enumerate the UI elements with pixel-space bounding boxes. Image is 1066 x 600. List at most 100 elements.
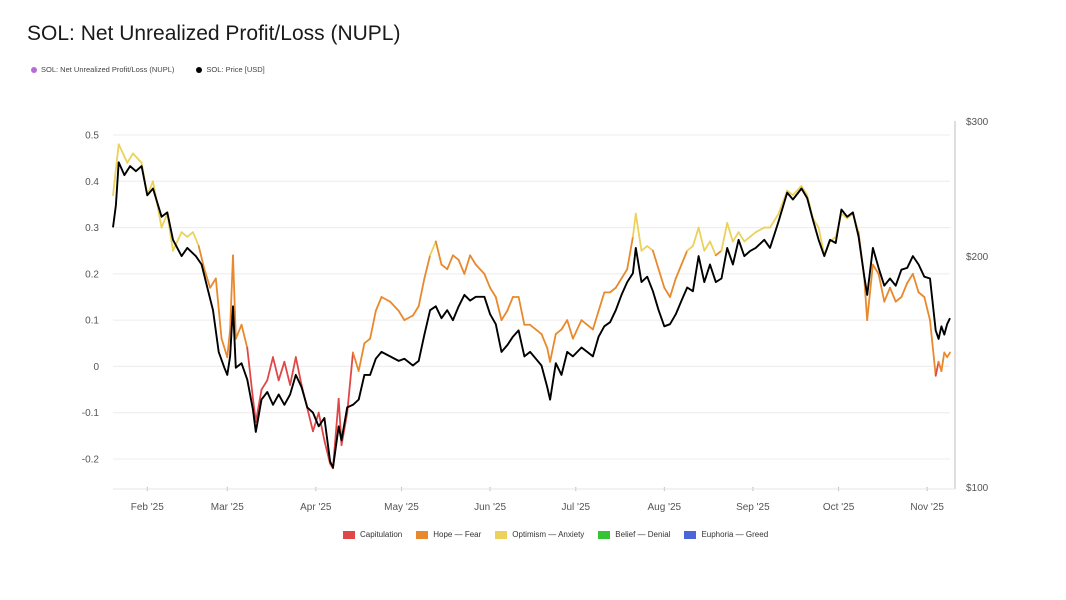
nupl-segment <box>126 152 134 164</box>
nupl-segment <box>209 277 217 289</box>
nupl-series <box>112 143 951 470</box>
nupl-segment <box>112 143 120 197</box>
nupl-segment <box>929 319 937 377</box>
nupl-segment <box>940 351 946 372</box>
nupl-segment <box>294 356 303 386</box>
legend-label-price: SOL: Price [USD] <box>206 65 265 74</box>
nupl-segment <box>529 323 537 331</box>
zone-label: Euphoria — Greed <box>701 530 769 539</box>
left-tick-label: 0.3 <box>85 223 99 234</box>
nupl-segment <box>192 231 200 247</box>
nupl-segment <box>640 245 649 252</box>
nupl-segment <box>489 286 497 298</box>
nupl-segment <box>272 356 280 382</box>
nupl-segment <box>346 351 354 414</box>
nupl-segment <box>429 240 437 257</box>
legend-dot-price <box>196 66 203 73</box>
left-tick-label: 0.2 <box>85 269 99 280</box>
nupl-segment <box>786 189 794 197</box>
nupl-segment <box>246 347 254 400</box>
nupl-segment <box>312 411 320 433</box>
nupl-segment <box>846 212 854 220</box>
nupl-segment <box>889 286 897 303</box>
nupl-segment <box>203 268 212 289</box>
nupl-segment <box>412 305 420 317</box>
nupl-segment <box>894 296 903 303</box>
nupl-segment <box>731 231 740 243</box>
nupl-segment <box>483 272 491 289</box>
left-tick-label: 0.4 <box>85 177 99 188</box>
x-tick-label: Jun '25 <box>474 502 506 513</box>
nupl-segment <box>791 185 803 197</box>
nupl-segment <box>720 222 729 252</box>
x-tick-label: Jul '25 <box>561 502 590 513</box>
nupl-segment <box>389 300 400 312</box>
nupl-segment <box>626 235 634 271</box>
nupl-segment <box>232 254 237 340</box>
nupl-segment <box>226 328 232 359</box>
nupl-segment <box>737 231 746 243</box>
zone-legend-item[interactable]: Euphoria — Greed <box>684 530 768 539</box>
zone-label: Belief — Denial <box>615 530 671 539</box>
nupl-segment <box>403 314 414 322</box>
legend-item-price[interactable]: SOL: Price [USD] <box>196 65 265 74</box>
x-tick-label: Aug '25 <box>648 502 682 513</box>
nupl-segment <box>663 286 671 298</box>
nupl-segment <box>709 240 717 257</box>
left-tick-label: -0.1 <box>82 408 100 419</box>
nupl-segment <box>726 222 734 243</box>
zone-swatch <box>598 530 611 539</box>
nupl-segment <box>749 231 757 238</box>
zone-legend-item[interactable]: Capitulation <box>343 530 402 539</box>
legend-label-nupl: SOL: Net Unrealized Profit/Loss (NUPL) <box>41 65 175 74</box>
nupl-segment <box>754 226 766 234</box>
legend-dot-nupl <box>31 66 37 73</box>
nupl-segment <box>214 277 223 340</box>
nupl-segment <box>369 309 377 340</box>
x-axis-ticks: Feb '25 Mar '25 Apr '25 May '25 Jun '25 Jul '… <box>131 487 944 513</box>
nupl-segment <box>657 268 666 289</box>
x-tick-label: Oct '25 <box>823 502 855 513</box>
nupl-segment <box>697 226 706 252</box>
left-axis-ticks: 0.5 0.4 0.3 0.2 0.1 0 -0.1 -0.2 <box>82 131 100 466</box>
nupl-segment <box>469 254 477 266</box>
x-tick-label: May '25 <box>384 502 419 513</box>
nupl-segment <box>906 272 914 285</box>
nupl-segment <box>289 356 297 386</box>
nupl-segment <box>220 337 229 359</box>
nupl-segment <box>800 185 809 197</box>
nupl-segment <box>714 249 723 257</box>
nupl-segment <box>609 286 617 294</box>
nupl-segment <box>703 240 711 252</box>
zone-legend-item[interactable]: Hope — Fear <box>416 530 481 539</box>
left-tick-label: 0.5 <box>85 131 99 142</box>
nupl-segment <box>423 254 431 280</box>
left-tick-label: -0.2 <box>82 455 100 466</box>
nupl-segment <box>266 356 274 382</box>
x-tick-label: Apr '25 <box>300 502 332 513</box>
nupl-segment <box>632 212 637 238</box>
legend-item-nupl[interactable]: SOL: Net Unrealized Profit/Loss (NUPL) <box>31 65 174 74</box>
nupl-segment <box>172 231 183 252</box>
nupl-segment <box>586 323 594 331</box>
nupl-segment <box>934 360 940 377</box>
nupl-segment <box>506 296 514 312</box>
nupl-segment <box>871 263 880 275</box>
nupl-segment <box>877 272 886 303</box>
nupl-segment <box>652 249 660 271</box>
nupl-segment <box>572 319 583 340</box>
nupl-segment <box>560 319 569 331</box>
nupl-segment <box>260 379 269 391</box>
zone-legend-item[interactable]: Optimism — Anxiety <box>495 530 584 539</box>
zone-legend-item[interactable]: Belief — Denial <box>598 530 670 539</box>
nupl-segment <box>900 282 909 298</box>
zone-label: Optimism — Anxiety <box>512 530 585 539</box>
nupl-segment <box>669 277 677 298</box>
nupl-segment <box>317 411 326 442</box>
nupl-segment <box>540 333 549 349</box>
zone-swatch <box>495 530 508 539</box>
nupl-segment <box>549 333 557 363</box>
right-tick-label: $100 <box>966 483 989 494</box>
nupl-segment <box>646 245 654 252</box>
